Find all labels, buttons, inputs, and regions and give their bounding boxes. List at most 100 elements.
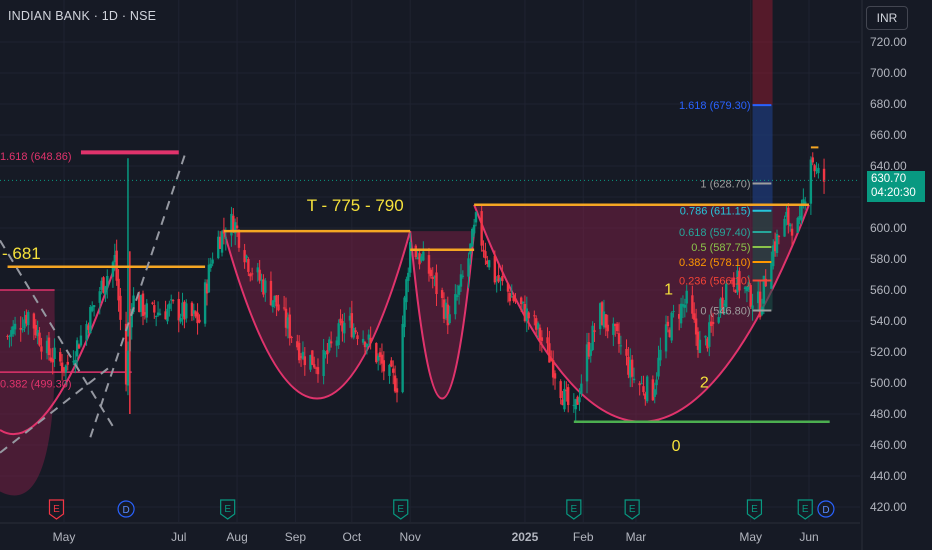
target-zone-green	[752, 210, 773, 311]
candle-body	[664, 324, 668, 352]
candle-body	[804, 201, 807, 204]
candle-body	[521, 301, 525, 304]
candle-body	[6, 335, 9, 337]
candle-body	[758, 291, 762, 318]
candle-body	[580, 383, 583, 394]
fib-level-label: 0.618 (597.40)	[679, 227, 751, 239]
candle-body	[646, 376, 649, 402]
wave-2-label: 2	[700, 375, 709, 392]
candle-body	[260, 279, 263, 282]
candle-body	[732, 277, 735, 287]
candle-body	[796, 217, 799, 233]
candle-body	[638, 383, 641, 386]
candle-body	[764, 278, 767, 287]
candle-body	[527, 312, 530, 319]
candle-body	[472, 224, 476, 234]
candle-body	[493, 255, 497, 283]
candle-body	[25, 314, 28, 324]
candle-body	[770, 262, 773, 289]
target-label: T - 775 - 790	[307, 196, 404, 215]
time-tick-label: Nov	[399, 530, 420, 544]
candle-body	[264, 280, 267, 293]
candle-body	[119, 295, 122, 320]
candle-body	[606, 324, 609, 332]
candle-body	[361, 338, 365, 343]
candle-body	[598, 303, 602, 330]
candle-body	[339, 318, 342, 323]
candle-body	[757, 291, 760, 304]
candle-body	[734, 289, 737, 293]
candle-body	[139, 294, 143, 312]
candle-body	[591, 325, 594, 351]
candle-body	[130, 308, 133, 328]
candle-body	[711, 321, 715, 325]
candle-body	[772, 245, 775, 267]
candle-body	[297, 342, 301, 361]
candle-body	[815, 169, 818, 172]
candle-body	[743, 287, 747, 289]
candle-body	[171, 300, 175, 302]
candle-body	[694, 318, 698, 335]
candle-body	[657, 357, 660, 377]
candle-body	[314, 367, 318, 369]
candle-body	[62, 367, 66, 372]
candle-body	[365, 343, 369, 348]
left-target-label: - 681	[2, 244, 41, 263]
candle-body	[235, 225, 239, 229]
candle-body	[486, 260, 489, 265]
candle-body	[632, 378, 636, 381]
candle-body	[693, 313, 696, 320]
candle-body	[589, 349, 592, 356]
candle-body	[401, 323, 404, 393]
candle-body	[813, 165, 816, 172]
candle-body	[143, 312, 147, 315]
candle-body	[40, 346, 43, 352]
time-tick-label: Sep	[285, 530, 307, 544]
candle-body	[747, 282, 750, 290]
candle-body	[247, 259, 250, 272]
candle-body	[625, 348, 628, 356]
candle-body	[696, 331, 700, 350]
dividend-marker-label: D	[822, 505, 829, 516]
earnings-marker-label: E	[53, 504, 60, 515]
candle-body	[788, 224, 792, 227]
candle-body	[717, 317, 720, 323]
candle-body	[585, 344, 589, 382]
candle-body	[725, 283, 728, 308]
candle-body	[719, 298, 722, 315]
cup-arc	[0, 266, 116, 436]
price-tick-label: 500.00	[870, 376, 907, 390]
fib-level-label: 0 (546.80)	[700, 305, 750, 317]
price-axis: 420.00 440.00 460.00 480.00 500.00 520.00 540.…	[861, 0, 907, 550]
candle-body	[629, 359, 632, 378]
candle-body	[79, 335, 83, 346]
candle-body	[10, 330, 13, 337]
candle-body	[230, 213, 233, 236]
candle-body	[258, 269, 261, 281]
candle-body	[444, 302, 448, 319]
candle-body	[348, 315, 352, 321]
candle-body	[706, 338, 709, 349]
candle-body	[277, 304, 280, 311]
candle-body	[495, 279, 498, 281]
candle-body	[113, 254, 116, 263]
candle-body	[642, 386, 645, 393]
candle-body	[709, 321, 713, 327]
currency-selector[interactable]: INR	[866, 6, 908, 30]
candle-body	[546, 337, 549, 344]
candle-body	[659, 349, 662, 361]
candle-body	[506, 283, 510, 292]
candle-body	[19, 327, 22, 330]
candle-body	[533, 315, 536, 317]
candle-body	[433, 276, 436, 278]
chart-grid	[0, 0, 860, 522]
candle-body	[89, 307, 92, 334]
candle-body	[313, 364, 316, 368]
last-price-value: 630.70	[871, 173, 907, 185]
candle-body	[375, 343, 378, 363]
candle-body	[499, 278, 502, 281]
candle-body	[98, 291, 101, 303]
candle-body	[117, 278, 120, 301]
bar-countdown: 04:20:30	[871, 187, 916, 199]
